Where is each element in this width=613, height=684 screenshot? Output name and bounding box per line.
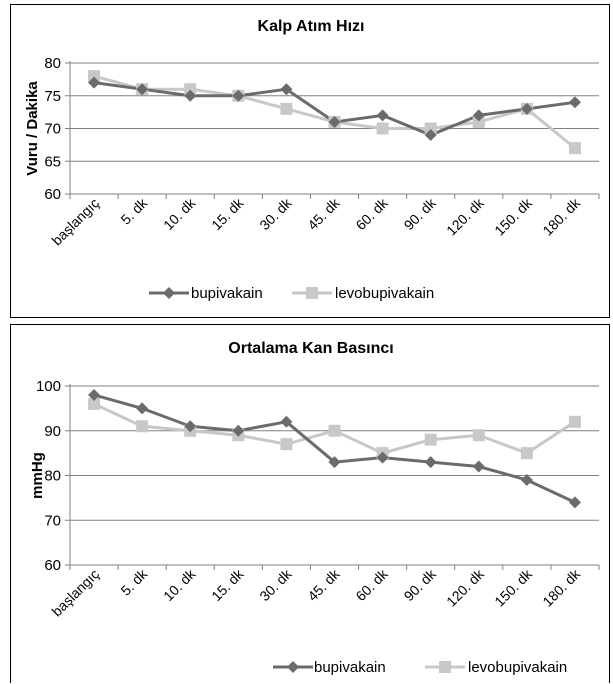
hr-legend-label-levobupivakain: levobupivakain <box>335 285 434 302</box>
hr-x-tick-label: 90. dk <box>401 194 440 233</box>
bp-point-bupivakain-10 <box>568 496 581 509</box>
bp-x-tick-label: 90. dk <box>401 565 440 604</box>
hr-point-levobupivakain-7 <box>424 122 437 135</box>
bp-point-bupivakain-3 <box>232 424 245 437</box>
bp-series-line-bupivakain <box>93 393 576 504</box>
bp-x-tick-label: 30. dk <box>256 565 295 604</box>
hr-point-levobupivakain-2 <box>184 83 197 96</box>
hr-legend-marker-bupivakain <box>163 287 175 299</box>
hr-x-tick-label: 30. dk <box>256 194 295 233</box>
hr-point-levobupivakain-4 <box>280 102 293 115</box>
bp-x-tick-label: 120. dk <box>443 565 487 609</box>
bp-point-levobupivakain-7 <box>424 433 437 446</box>
hr-point-bupivakain-0 <box>88 76 101 89</box>
bp-legend-label-levobupivakain: levobupivakain <box>468 659 567 676</box>
bp-point-levobupivakain-10 <box>568 415 581 428</box>
bp-point-bupivakain-6 <box>376 451 389 464</box>
bp-legend-label-bupivakain: bupivakain <box>314 659 386 676</box>
hr-point-bupivakain-2 <box>184 89 197 102</box>
hr-x-tick-label: 5. dk <box>117 194 150 227</box>
bp-chart-title: Ortalama Kan Basıncı <box>228 340 393 357</box>
bp-x-tick-label: 15. dk <box>208 565 247 604</box>
hr-x-tick-label: 45. dk <box>304 194 343 233</box>
bp-legend-marker-levobupivakain <box>439 661 451 673</box>
heart-rate-chart-panel: Kalp Atım Hızı 60 65 70 75 80 Vuru / Dakika baş… <box>10 4 610 318</box>
hr-point-levobupivakain-0 <box>88 70 101 83</box>
bp-point-levobupivakain-5 <box>328 424 341 437</box>
bp-x-tick-label: 60. dk <box>352 565 391 604</box>
hr-x-tick-label: 60. dk <box>352 194 391 233</box>
bp-y-tick-label: 60 <box>44 557 61 574</box>
bp-x-tick-label: 5. dk <box>117 565 150 598</box>
bp-point-bupivakain-5 <box>328 456 341 469</box>
bp-y-tick-label: 70 <box>44 512 61 529</box>
hr-x-tick-label: 10. dk <box>160 194 199 233</box>
bp-point-levobupivakain-8 <box>472 429 485 442</box>
bp-legend-marker-bupivakain <box>287 661 299 673</box>
hr-point-bupivakain-9 <box>520 102 533 115</box>
bp-x-tick-label: 45. dk <box>304 565 343 604</box>
hr-y-tick-label: 60 <box>44 186 61 203</box>
hr-x-tick-label: 180. dk <box>539 194 583 238</box>
hr-y-tick-label: 70 <box>44 121 61 138</box>
hr-point-bupivakain-5 <box>328 115 341 128</box>
bp-point-levobupivakain-0 <box>88 397 101 410</box>
hr-y-tick-label: 65 <box>44 153 61 170</box>
bp-y-tick-label: 90 <box>44 423 61 440</box>
bp-point-levobupivakain-4 <box>280 438 293 451</box>
hr-chart-title: Kalp Atım Hızı <box>258 18 365 35</box>
bp-y-tick-label: 100 <box>36 378 61 395</box>
bp-x-tick-label: 180. dk <box>539 565 583 609</box>
hr-legend-label-bupivakain: bupivakain <box>191 285 263 302</box>
blood-pressure-chart: Ortalama Kan Basıncı60708090100mmHgbaşla… <box>29 340 600 676</box>
hr-point-bupivakain-6 <box>376 109 389 122</box>
hr-point-bupivakain-10 <box>568 96 581 109</box>
hr-y-tick-label: 80 <box>44 55 61 72</box>
hr-point-levobupivakain-8 <box>472 115 485 128</box>
bp-x-tick-label: 10. dk <box>160 565 199 604</box>
hr-point-bupivakain-8 <box>472 109 485 122</box>
bp-point-levobupivakain-1 <box>136 420 149 433</box>
hr-x-tick-label: 150. dk <box>491 194 535 238</box>
bp-y-axis-label: mmHg <box>29 452 46 499</box>
hr-y-tick-label: 75 <box>44 88 61 105</box>
hr-point-bupivakain-4 <box>280 83 293 96</box>
bp-point-bupivakain-7 <box>424 456 437 469</box>
bp-point-bupivakain-9 <box>520 473 533 486</box>
bp-point-bupivakain-0 <box>88 388 101 401</box>
bp-point-bupivakain-2 <box>184 420 197 433</box>
hr-point-bupivakain-1 <box>136 83 149 96</box>
hr-point-levobupivakain-6 <box>376 122 389 135</box>
bp-x-tick-label: 150. dk <box>491 565 535 609</box>
hr-point-bupivakain-7 <box>424 129 437 142</box>
hr-x-tick-label: 120. dk <box>443 194 487 238</box>
hr-point-levobupivakain-10 <box>568 142 581 155</box>
bp-point-levobupivakain-9 <box>520 447 533 460</box>
bp-point-bupivakain-4 <box>280 415 293 428</box>
hr-legend-marker-levobupivakain <box>306 287 318 299</box>
hr-x-tick-label: 15. dk <box>208 194 247 233</box>
hr-point-bupivakain-3 <box>232 89 245 102</box>
bp-point-bupivakain-8 <box>472 460 485 473</box>
bp-point-bupivakain-1 <box>136 402 149 415</box>
bp-y-tick-label: 80 <box>44 468 61 485</box>
hr-y-axis-label: Vuru / Dakika <box>24 81 41 176</box>
blood-pressure-chart-panel: Ortalama Kan Basıncı 60 70 80 90 100 mmHg başla… <box>10 324 610 683</box>
